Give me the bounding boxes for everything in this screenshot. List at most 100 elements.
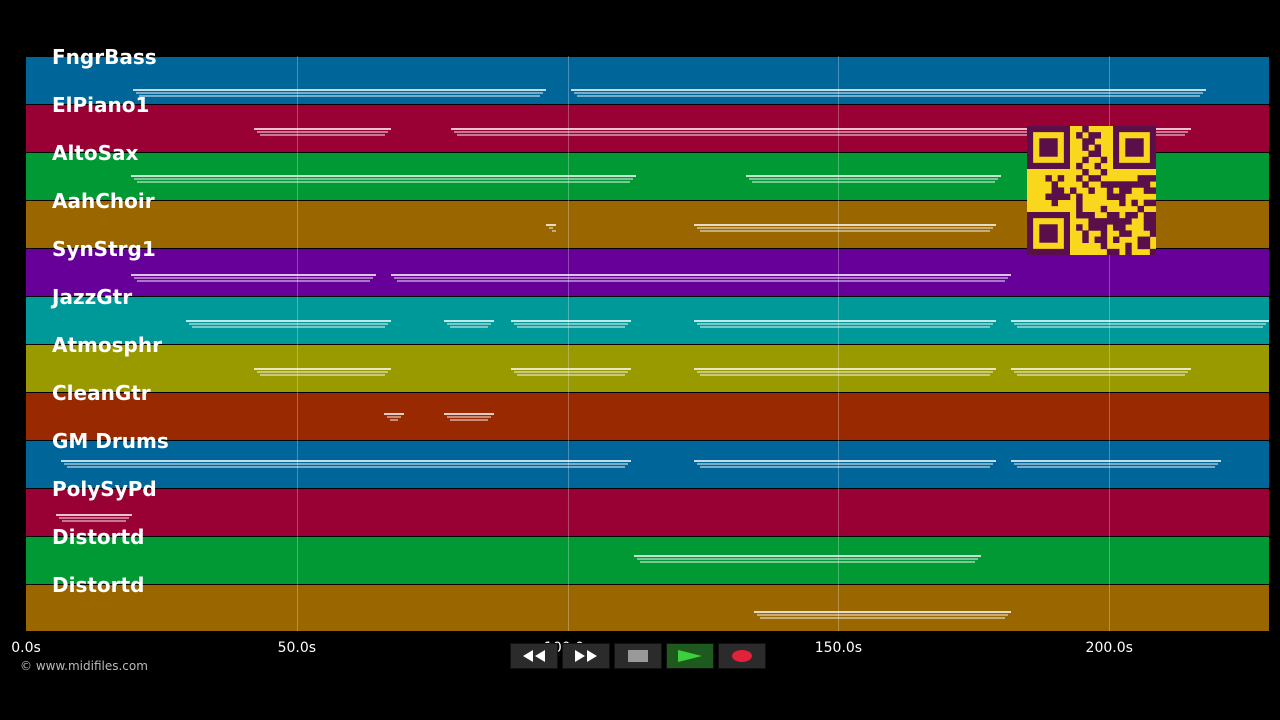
track-cleangtr[interactable]: CleanGtr (26, 381, 1269, 440)
note-event (1017, 326, 1263, 328)
time-tick-label: 150.0s (814, 640, 863, 656)
note-event (749, 178, 998, 180)
track-synstrg1[interactable]: SynStrg1 (26, 237, 1269, 296)
note-event (514, 323, 628, 325)
note-event (67, 466, 625, 468)
note-event (444, 320, 494, 322)
note-event (447, 323, 491, 325)
grid-line (838, 56, 840, 631)
note-event (1017, 466, 1215, 468)
track-atmosphr[interactable]: Atmosphr (26, 333, 1269, 392)
note-event (450, 326, 488, 328)
play-button[interactable] (666, 643, 714, 669)
track-distortd[interactable]: Distortd (26, 525, 1269, 584)
track-fngrbass[interactable]: FngrBass (26, 45, 1269, 104)
note-event (511, 320, 631, 322)
record-icon (732, 650, 752, 662)
note-event (700, 326, 990, 328)
fast-forward-icon (575, 650, 597, 662)
note-event (254, 128, 391, 130)
note-event (62, 520, 126, 522)
grid-line (567, 56, 569, 631)
note-event (694, 320, 996, 322)
note-event (260, 374, 385, 376)
note-event (61, 460, 631, 462)
track-label: JazzGtr (52, 285, 133, 309)
note-event (574, 92, 1203, 94)
note-event (754, 611, 1011, 613)
note-event (1011, 368, 1191, 370)
track-label: CleanGtr (52, 381, 151, 405)
note-event (447, 416, 491, 418)
track-gm-drums[interactable]: GM Drums (26, 429, 1269, 488)
note-event (700, 374, 990, 376)
note-event (700, 466, 990, 468)
time-tick-label: 50.0s (277, 640, 317, 656)
transport-controls (510, 643, 766, 669)
rewind-button[interactable] (510, 643, 558, 669)
play-icon (678, 650, 702, 662)
note-event (1011, 460, 1221, 462)
stop-button[interactable] (614, 643, 662, 669)
stop-icon (628, 650, 648, 662)
note-event (637, 558, 978, 560)
note-event (694, 224, 996, 226)
copyright-text: © www.midifiles.com (20, 659, 148, 673)
track-polysypd[interactable]: PolySyPd (26, 477, 1269, 536)
note-event (697, 323, 993, 325)
note-event (517, 326, 625, 328)
note-event (254, 368, 391, 370)
track-distortd[interactable]: Distortd (26, 573, 1269, 631)
note-event (634, 555, 981, 557)
note-event (1014, 463, 1218, 465)
note-event (186, 320, 391, 322)
note-event (384, 413, 404, 415)
note-event (390, 419, 398, 421)
note-event (444, 413, 494, 415)
note-event (136, 92, 543, 94)
rewind-icon (523, 650, 545, 662)
note-event (1011, 320, 1269, 322)
qr-code-icon (1027, 126, 1157, 256)
grid-line (296, 56, 298, 631)
note-event (257, 371, 388, 373)
note-event (517, 374, 625, 376)
note-event (511, 368, 631, 370)
note-event (694, 460, 996, 462)
track-label: Distortd (52, 573, 145, 597)
note-event (391, 274, 1011, 276)
track-label: SynStrg1 (52, 237, 156, 261)
note-event (1014, 323, 1266, 325)
note-event (134, 277, 373, 279)
time-tick-label: 0.0s (11, 640, 41, 656)
note-event (640, 561, 975, 563)
note-event (514, 371, 628, 373)
note-event (746, 175, 1001, 177)
track-label: AltoSax (52, 141, 139, 165)
note-event (577, 95, 1200, 97)
track-label: Atmosphr (52, 333, 162, 357)
note-event (139, 95, 540, 97)
note-event (571, 89, 1206, 91)
track-label: FngrBass (52, 45, 157, 69)
note-event (697, 227, 993, 229)
time-tick-label: 200.0s (1085, 640, 1133, 656)
record-button[interactable] (718, 643, 766, 669)
note-event (757, 614, 1008, 616)
note-event (552, 230, 556, 232)
note-event (760, 617, 1005, 619)
track-label: PolySyPd (52, 477, 157, 501)
note-event (257, 131, 388, 133)
fast-forward-button[interactable] (562, 643, 610, 669)
note-event (133, 89, 546, 91)
note-event (457, 134, 1185, 136)
note-event (549, 227, 553, 229)
track-label: ElPiano1 (52, 93, 150, 117)
note-event (697, 371, 993, 373)
note-event (64, 463, 628, 465)
note-event (387, 416, 401, 418)
track-label: AahChoir (52, 189, 155, 213)
note-event (134, 178, 633, 180)
note-event (192, 326, 385, 328)
note-event (131, 175, 636, 177)
